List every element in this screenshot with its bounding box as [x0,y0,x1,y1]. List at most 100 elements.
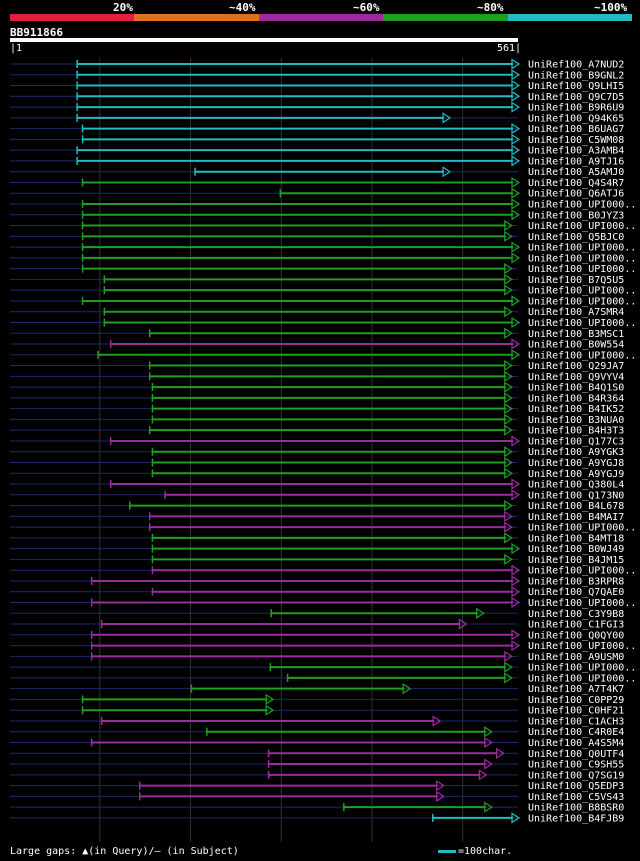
hit-label: UniRef100_B4FJB9 [528,813,624,824]
hit-arrowhead [265,704,275,716]
hit-arrowhead [504,672,513,684]
hit-arrowhead [511,629,521,641]
hit-label: UniRef100_A9YGJ8 [528,458,624,469]
hit-label: UniRef100_B8BSR0 [528,803,624,814]
hit-label: UniRef100_C5VS43 [528,792,624,803]
hit-arrowhead [511,133,521,145]
legend-label-100: ~100% [594,1,628,14]
legend-label-60: ~60% [353,1,380,14]
hit-arrowhead [511,349,521,361]
hit-label: UniRef100_Q173N0 [528,490,624,501]
hit-arrowhead [265,693,275,706]
hit-arrowhead [436,790,445,802]
hit-arrowhead [504,456,513,469]
hit-arrowhead [511,79,521,92]
hit-label: UniRef100_Q5BJC0 [528,232,624,243]
hit-label: UniRef100_UPI000.. [528,286,636,297]
hit-label: UniRef100_B3NUA0 [528,415,624,426]
hit-arrowhead [402,683,412,695]
hit-label: UniRef100_B0WJ49 [528,544,624,555]
hit-arrowhead [511,575,521,587]
hit-label: UniRef100_C0PP29 [528,695,624,706]
hit-arrowhead [504,392,513,404]
hit-label: UniRef100_Q94K65 [528,113,624,124]
hit-arrowhead [504,284,513,296]
query-title: BB911866 [10,26,63,39]
hit-label: UniRef100_UPI000.. [528,200,636,211]
hit-arrowhead [495,747,505,759]
hit-arrowhead [511,155,521,167]
query-bar [10,38,518,42]
legend-seg-100 [507,14,633,21]
hit-arrowhead [511,316,521,329]
hit-label: UniRef100_Q9VYV4 [528,372,624,383]
hit-label: UniRef100_C1ACH3 [528,716,624,727]
hit-label: UniRef100_B4MAI7 [528,512,624,523]
hit-arrowhead [484,758,493,770]
hit-label: UniRef100_UPI000.. [528,673,636,684]
hit-label: UniRef100_A3AMB4 [528,146,624,157]
hit-arrowhead [504,327,513,339]
hit-label: UniRef100_A9YGK3 [528,447,624,458]
hit-label: UniRef100_UPI000.. [528,221,636,232]
hit-arrowhead [511,209,521,221]
legend-label-40: ~40% [229,1,256,14]
hit-label: UniRef100_C3Y9B8 [528,609,624,620]
hit-arrowhead [511,198,521,210]
hit-arrowhead [511,435,521,447]
hit-arrowhead [511,812,521,824]
hit-arrowhead [511,176,521,189]
hit-arrowhead [511,338,521,350]
legend-seg-60 [258,14,384,21]
hit-label: UniRef100_B3RPR8 [528,576,624,587]
hit-arrowhead [504,359,513,372]
hit-label: UniRef100_B4JM15 [528,555,624,566]
hit-arrowhead [511,123,521,135]
hit-label: UniRef100_UPI000.. [528,350,636,361]
hit-arrowhead [484,736,493,749]
hit-arrowhead [504,553,513,566]
hit-label: UniRef100_Q4S4R7 [528,178,624,189]
scale-end-label: 561| [497,43,522,54]
hit-label: UniRef100_A9TJ16 [528,156,624,167]
hit-arrowhead [511,489,521,501]
hit-label: UniRef100_A4S5M4 [528,738,624,749]
hit-arrowhead [511,478,521,490]
hit-arrowhead [511,639,521,652]
hit-label: UniRef100_B3MSC1 [528,329,624,340]
hit-label: UniRef100_Q0UTF4 [528,749,624,760]
footer-scale-legend: =100char. [438,846,512,857]
hit-arrowhead [504,370,513,382]
footer-gap-legend: Large gaps: ▲(in Query)/– (in Subject) [10,846,239,857]
hit-arrowhead [484,801,493,813]
hit-arrowhead [504,273,513,285]
scale-start-label: |1 [10,43,23,54]
scale-swatch [438,849,456,853]
hit-arrowhead [504,306,513,318]
legend-seg-20 [10,14,135,21]
hit-label: UniRef100_Q29JA7 [528,361,624,372]
hit-arrowhead [436,779,445,792]
hit-label: UniRef100_Q380L4 [528,480,624,491]
hit-arrowhead [504,467,513,479]
hit-arrowhead [442,166,452,178]
hit-label: UniRef100_A5AMJ0 [528,167,624,178]
hit-arrowhead [504,532,513,544]
hit-arrowhead [511,543,521,555]
hit-label: UniRef100_A7SMR4 [528,307,624,318]
hit-label: UniRef100_Q9LHI5 [528,81,624,92]
hit-arrowhead [442,112,452,124]
hit-label: UniRef100_UPI000.. [528,641,636,652]
hit-arrowhead [511,187,521,199]
hit-arrowhead [476,607,485,619]
hit-arrowhead [504,510,513,522]
hit-arrowhead [484,726,493,738]
hit-arrowhead [504,230,513,242]
hit-arrowhead [511,69,521,81]
hit-label: UniRef100_Q177C3 [528,436,624,447]
hit-label: UniRef100_C5WM08 [528,135,624,146]
hit-arrowhead [511,101,521,113]
hit-label: UniRef100_Q7SG19 [528,770,624,781]
identity-legend-bar [10,14,633,21]
hit-label: UniRef100_Q9C7D5 [528,92,624,103]
